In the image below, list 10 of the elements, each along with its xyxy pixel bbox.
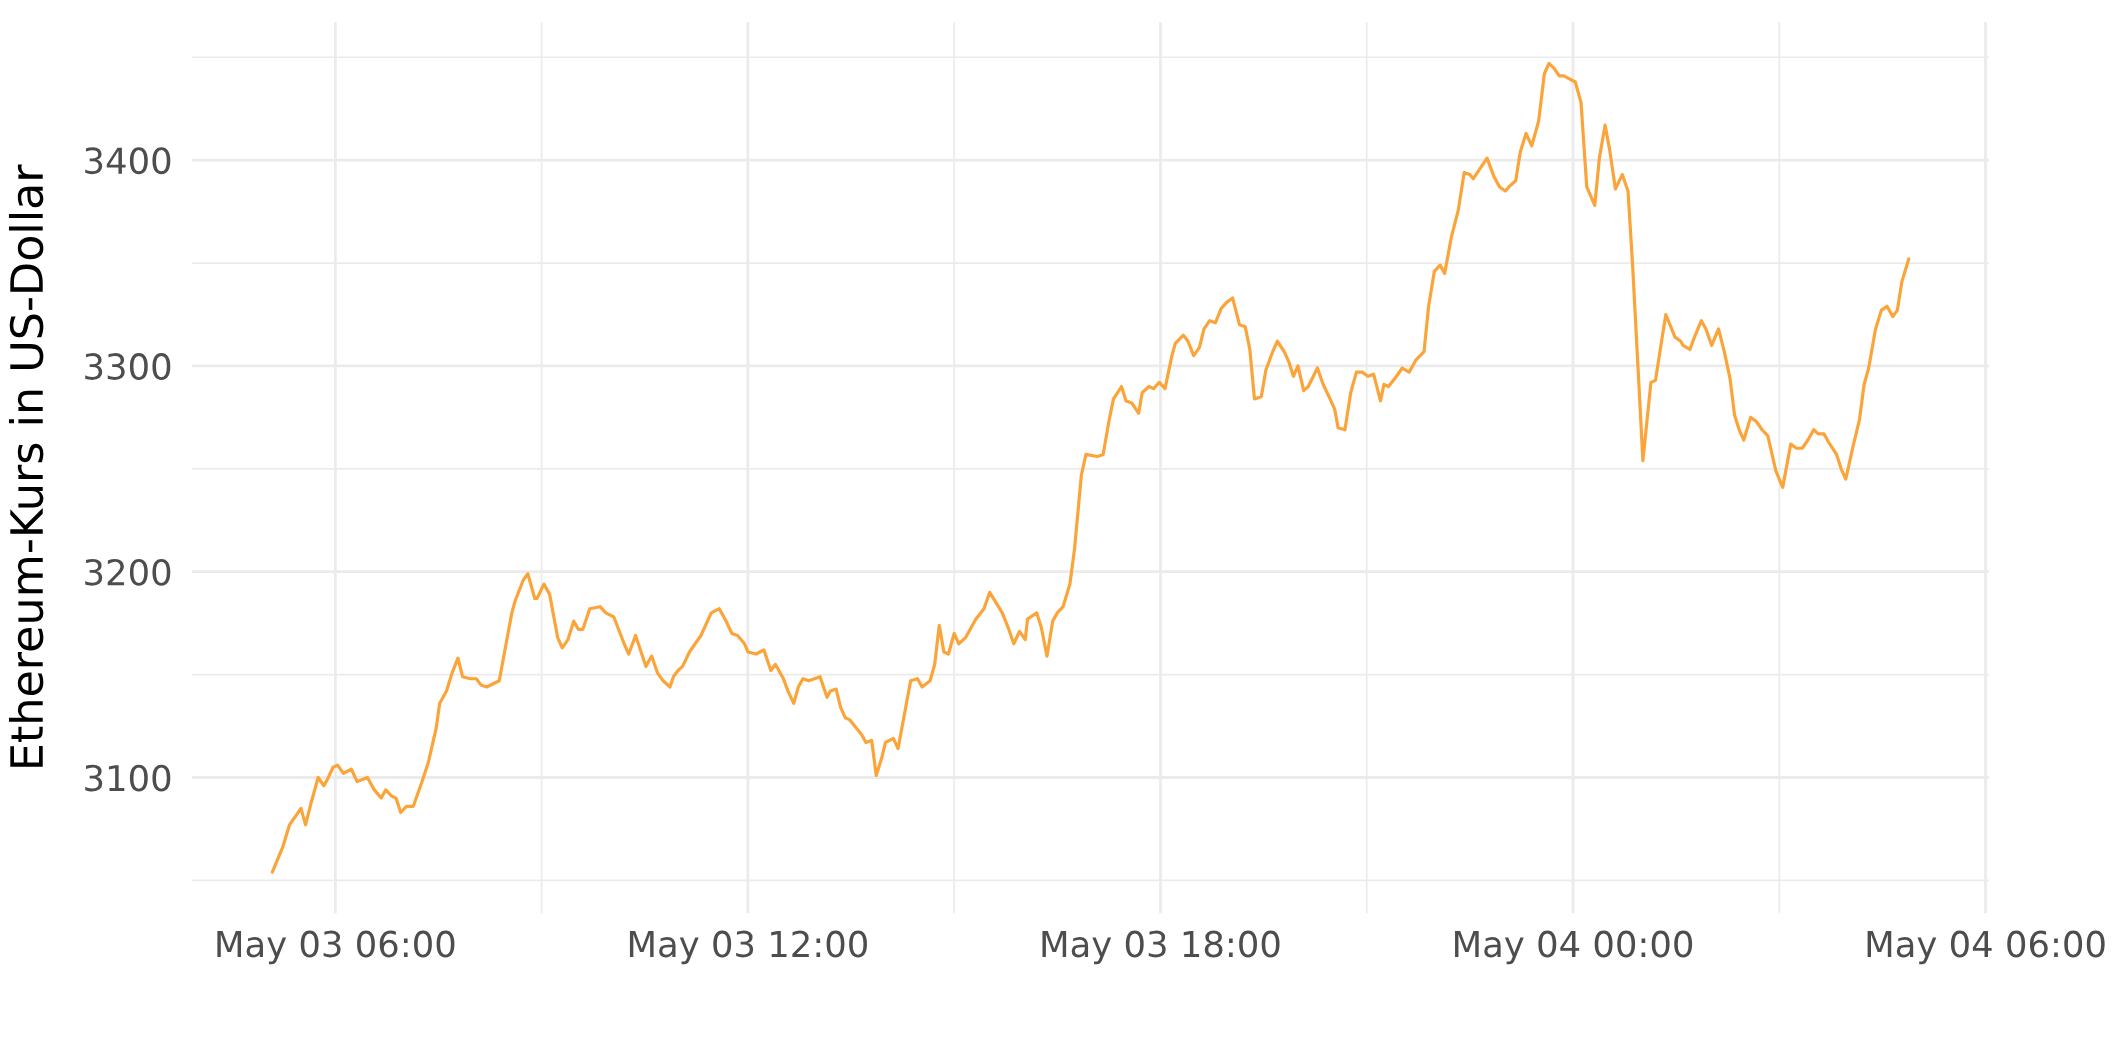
x-tick-label: May 03 18:00 [1042,930,1280,965]
y-tick-label: 3200 [85,558,171,586]
x-tick-label: May 04 00:00 [1455,930,1693,965]
y-tick-label: 3400 [85,147,171,175]
x-tick-label: May 03 12:00 [629,930,867,965]
x-tick-label: May 04 06:00 [1867,930,2105,965]
y-tick-label: 3100 [85,764,171,792]
x-tick-label: May 03 06:00 [217,930,455,965]
y-tick-label: 3300 [85,353,171,380]
y-axis-title: Ethereum-Kurs in US-Dollar [8,164,44,767]
